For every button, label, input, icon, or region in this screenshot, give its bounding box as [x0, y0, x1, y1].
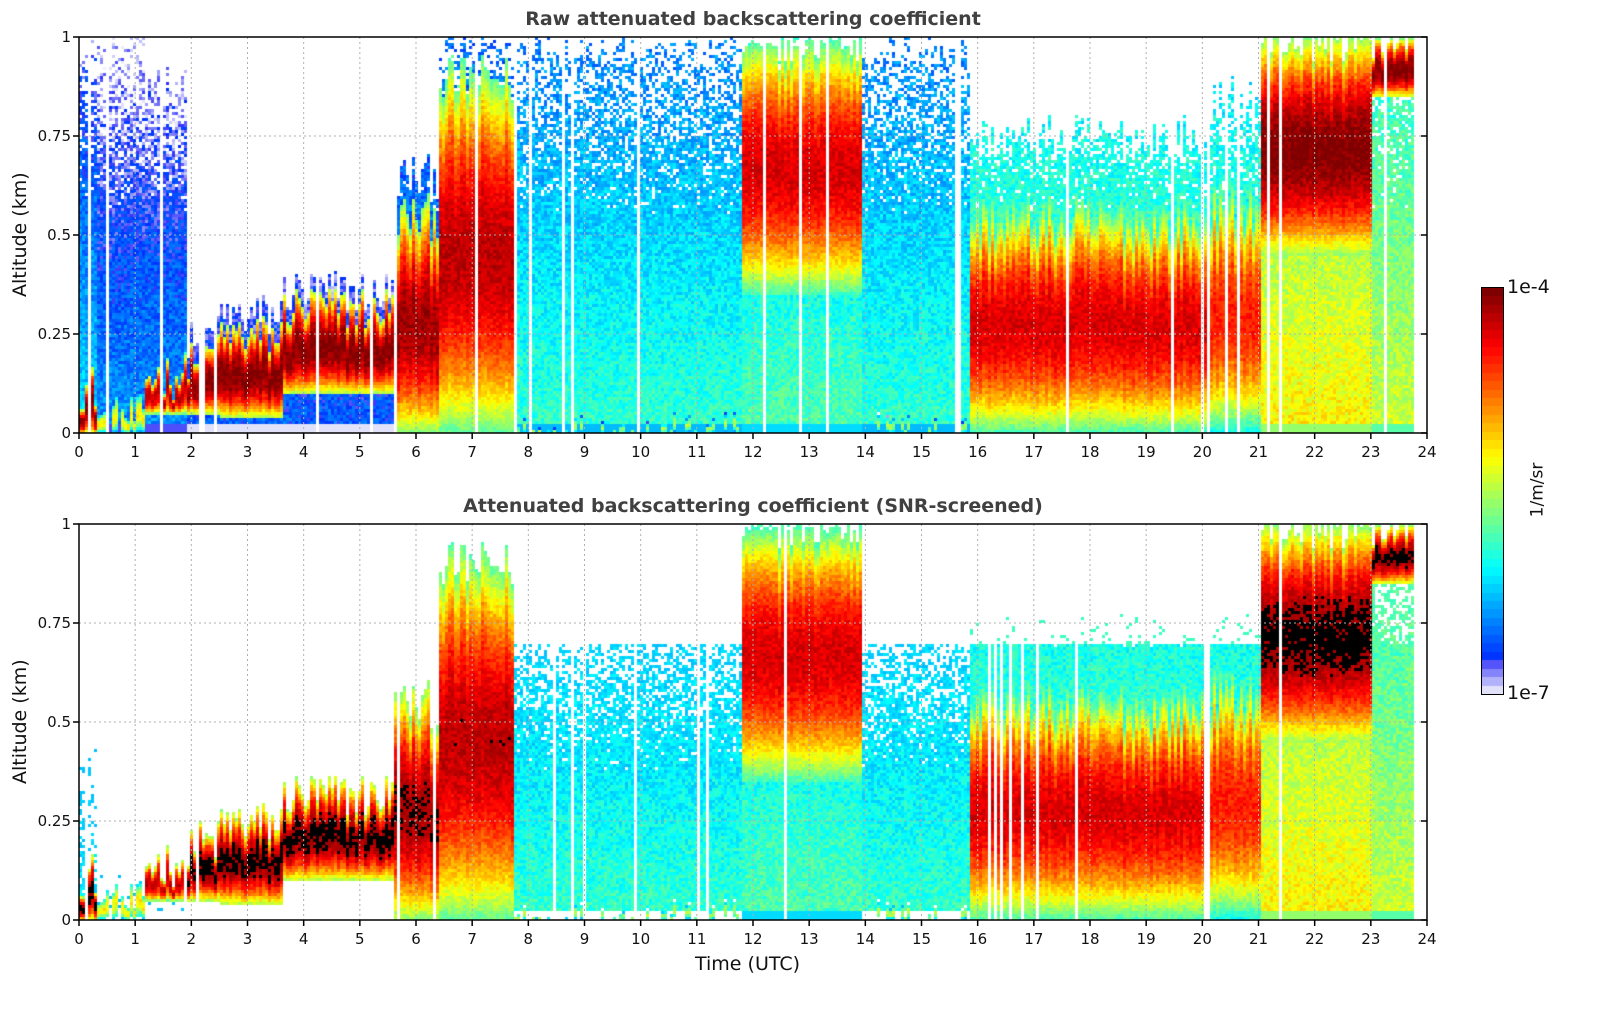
- y-tick-label: 0.75: [38, 127, 71, 145]
- top-y-axis-label: Altitude (km): [9, 172, 31, 297]
- x-tick-label: 10: [631, 443, 650, 461]
- x-tick-label: 21: [1249, 443, 1268, 461]
- x-tick-label: 4: [299, 443, 309, 461]
- bottom-y-axis-label: Altitude (km): [9, 659, 31, 784]
- colorbar: [1481, 287, 1504, 695]
- x-tick-label: 16: [968, 930, 987, 948]
- top-heatmap-panel: 0 1 2 3 4 5 6 7 8 9 10 11 12 13 14 15 16 17 18 19 20 21 22 23 24…: [38, 28, 1437, 461]
- x-tick-label: 0: [74, 443, 84, 461]
- x-tick-label: 19: [1137, 443, 1156, 461]
- plot-frame: [78, 36, 1428, 434]
- bottom-heatmap-panel: 0 1 2 3 4 5 6 7 8 9 10 11 12 13 14 15 16 17 18 19 20 21 22 23 24…: [38, 515, 1437, 948]
- x-tick-label: 9: [580, 443, 590, 461]
- y-tick-label: 0.5: [47, 713, 71, 731]
- x-tick-label: 18: [1080, 443, 1099, 461]
- y-tick-label: 0.25: [38, 812, 71, 830]
- x-tick-label: 14: [856, 930, 875, 948]
- x-tick-label: 18: [1080, 930, 1099, 948]
- y-tick-label: 1: [61, 28, 71, 46]
- x-tick-label: 5: [355, 443, 365, 461]
- y-tick-label: 1: [61, 515, 71, 533]
- x-tick-label: 22: [1305, 443, 1324, 461]
- colorbar-max-label: 1e-4: [1507, 276, 1550, 298]
- y-tick-label: 0: [61, 911, 71, 929]
- x-tick-label: 24: [1417, 930, 1436, 948]
- x-tick-label: 20: [1193, 930, 1212, 948]
- x-tick-label: 12: [743, 930, 762, 948]
- y-tick-label: 0.25: [38, 325, 71, 343]
- x-tick-label: 15: [912, 930, 931, 948]
- x-tick-label: 8: [524, 930, 534, 948]
- bottom-chart-title: Attenuated backscattering coefficient (S…: [463, 495, 1043, 517]
- x-tick-label: 7: [467, 930, 477, 948]
- x-tick-label: 6: [411, 443, 421, 461]
- x-tick-label: 12: [743, 443, 762, 461]
- x-tick-label: 23: [1361, 443, 1380, 461]
- x-tick-label: 5: [355, 930, 365, 948]
- x-tick-label: 13: [800, 443, 819, 461]
- x-tick-label: 9: [580, 930, 590, 948]
- x-tick-label: 17: [1024, 930, 1043, 948]
- y-tick-label: 0.75: [38, 614, 71, 632]
- x-tick-label: 21: [1249, 930, 1268, 948]
- x-tick-label: 20: [1193, 443, 1212, 461]
- colorbar-gradient: [1482, 288, 1503, 694]
- x-tick-label: 4: [299, 930, 309, 948]
- x-tick-label: 14: [856, 443, 875, 461]
- colorbar-min-label: 1e-7: [1507, 682, 1550, 704]
- x-tick-label: 24: [1417, 443, 1436, 461]
- x-tick-label: 11: [687, 930, 706, 948]
- colorbar-unit-label: 1/m/sr: [1527, 462, 1548, 518]
- x-tick-label: 15: [912, 443, 931, 461]
- x-tick-label: 3: [243, 443, 253, 461]
- x-tick-label: 2: [187, 443, 197, 461]
- x-tick-label: 11: [687, 443, 706, 461]
- x-tick-label: 13: [800, 930, 819, 948]
- x-tick-label: 6: [411, 930, 421, 948]
- y-tick-label: 0.5: [47, 226, 71, 244]
- x-tick-label: 2: [187, 930, 197, 948]
- x-tick-label: 10: [631, 930, 650, 948]
- x-tick-label: 0: [74, 930, 84, 948]
- x-tick-label: 19: [1137, 930, 1156, 948]
- x-tick-label: 23: [1361, 930, 1380, 948]
- top-axes: 0 1 2 3 4 5 6 7 8 9 10 11 12 13 14 15 16 17 18 19 20 21 22 23 24…: [38, 28, 1437, 461]
- x-tick-label: 3: [243, 930, 253, 948]
- x-tick-label: 1: [130, 443, 140, 461]
- x-tick-label: 8: [524, 443, 534, 461]
- x-tick-label: 7: [467, 443, 477, 461]
- x-tick-label: 1: [130, 930, 140, 948]
- x-tick-label: 22: [1305, 930, 1324, 948]
- x-tick-label: 16: [968, 443, 987, 461]
- y-tick-label: 0: [61, 424, 71, 442]
- top-chart-title: Raw attenuated backscattering coefficien…: [525, 8, 981, 30]
- x-tick-label: 17: [1024, 443, 1043, 461]
- bottom-axes: 0 1 2 3 4 5 6 7 8 9 10 11 12 13 14 15 16 17 18 19 20 21 22 23 24…: [38, 515, 1437, 948]
- plot-frame: [78, 523, 1428, 921]
- x-axis-label: Time (UTC): [695, 953, 801, 975]
